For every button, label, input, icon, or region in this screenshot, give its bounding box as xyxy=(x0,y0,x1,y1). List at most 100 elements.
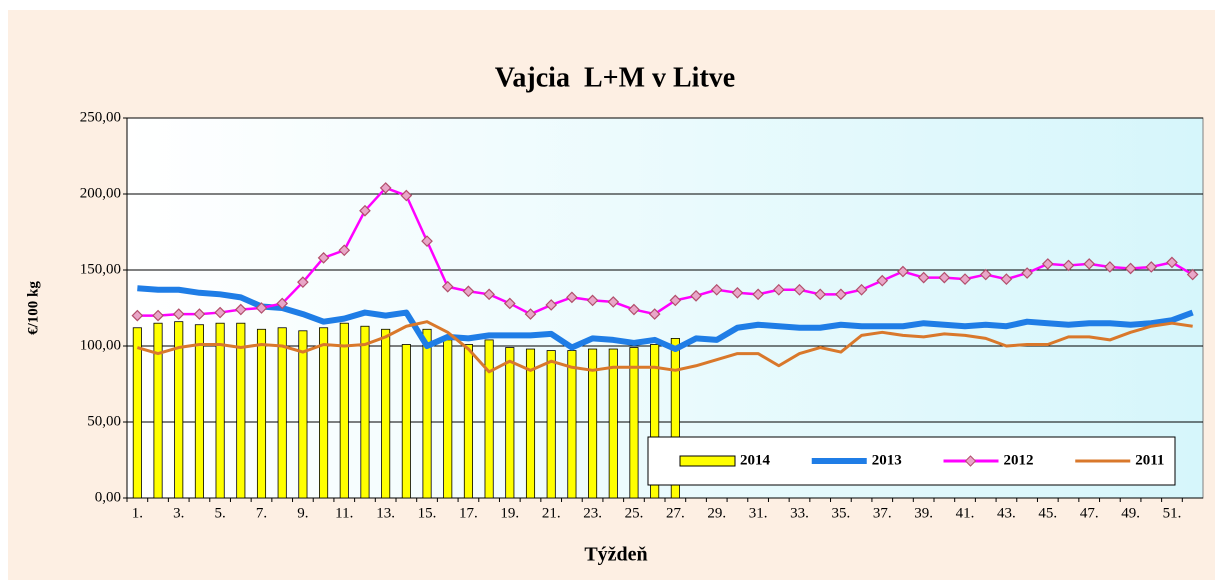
legend-label: 2014 xyxy=(740,452,771,468)
marker xyxy=(503,297,516,310)
x-tick-label: 29. xyxy=(707,505,726,521)
line-2011 xyxy=(136,320,1193,374)
x-tick-label: 13. xyxy=(376,505,395,521)
y-tick-label: 250,00 xyxy=(80,109,121,125)
marker xyxy=(172,308,185,320)
x-tick-label: 15. xyxy=(418,505,437,521)
bar xyxy=(525,348,536,499)
marker xyxy=(731,286,744,299)
legend-marker xyxy=(964,455,977,467)
bar xyxy=(443,339,453,499)
x-tick-label: 41. xyxy=(956,505,975,521)
line-2012 xyxy=(137,186,1194,317)
x-tick-label: 19. xyxy=(500,505,519,521)
marker xyxy=(1041,258,1054,270)
line-2013 xyxy=(137,285,1194,353)
bar xyxy=(339,322,349,499)
x-tick-label: 37. xyxy=(873,505,892,521)
marker xyxy=(628,303,640,316)
marker xyxy=(979,268,992,281)
marker xyxy=(1021,267,1033,279)
marker xyxy=(897,265,909,278)
marker xyxy=(669,294,682,307)
marker xyxy=(648,308,661,320)
y-tick-label: 50,00 xyxy=(87,413,121,429)
x-tick-label: 33. xyxy=(790,505,809,521)
marker xyxy=(917,271,930,284)
marker xyxy=(938,271,951,284)
chart-title: Vajcia L+M v Litve xyxy=(495,62,735,93)
marker xyxy=(1186,268,1199,281)
bar xyxy=(277,327,287,499)
x-tick-label: 25. xyxy=(625,505,644,521)
marker xyxy=(959,273,971,285)
marker xyxy=(214,306,226,319)
marker xyxy=(462,285,475,298)
y-axis-label: €/100 kg xyxy=(25,281,41,335)
bar xyxy=(546,350,556,499)
x-tick-label: 3. xyxy=(173,505,184,521)
bar xyxy=(463,344,473,499)
bar xyxy=(670,337,680,499)
marker xyxy=(297,276,309,289)
x-tick-label: 43. xyxy=(997,505,1016,521)
marker xyxy=(131,309,144,322)
marker xyxy=(421,235,433,247)
marker xyxy=(400,189,413,202)
bar xyxy=(298,330,308,499)
legend-label: 2013 xyxy=(872,452,902,468)
bar xyxy=(236,322,246,499)
bar xyxy=(381,328,391,499)
bar xyxy=(567,350,577,499)
marker xyxy=(772,283,785,296)
x-tick-label: 35. xyxy=(832,505,851,521)
bar xyxy=(153,322,163,499)
marker xyxy=(814,288,827,301)
marker xyxy=(1000,273,1013,285)
marker xyxy=(338,244,351,257)
bar xyxy=(194,324,204,499)
marker xyxy=(359,204,371,217)
marker xyxy=(152,309,164,322)
x-axis-label: Týždeň xyxy=(584,544,647,566)
marker xyxy=(793,283,806,296)
y-tick-label: 150,00 xyxy=(80,261,121,277)
x-tick-label: 9. xyxy=(297,505,308,521)
marker xyxy=(193,308,206,320)
y-tick-label: 100,00 xyxy=(80,337,121,353)
x-tick-label: 11. xyxy=(335,505,353,521)
marker xyxy=(607,296,620,308)
marker xyxy=(1104,261,1116,273)
x-tick-label: 17. xyxy=(459,505,478,521)
x-tick-label: 39. xyxy=(914,505,933,521)
bar xyxy=(319,327,329,499)
x-tick-label: 27. xyxy=(666,505,685,521)
bar xyxy=(588,348,598,499)
x-tick-label: 45. xyxy=(1038,505,1057,521)
marker xyxy=(566,291,578,304)
legend-label: 2011 xyxy=(1135,452,1164,468)
bar xyxy=(215,322,225,499)
marker xyxy=(545,299,558,311)
bar xyxy=(132,327,142,499)
x-tick-label: 1. xyxy=(132,505,143,521)
marker xyxy=(855,283,868,296)
bar xyxy=(256,328,267,499)
x-tick-label: 47. xyxy=(1080,505,1099,521)
marker xyxy=(524,308,537,320)
bar xyxy=(422,328,432,499)
marker xyxy=(1145,261,1158,273)
legend-label: 2012 xyxy=(1004,452,1034,468)
marker xyxy=(317,251,330,264)
marker xyxy=(710,283,723,296)
legend-swatch xyxy=(679,455,736,467)
bar xyxy=(650,344,660,499)
marker xyxy=(1083,258,1096,270)
marker xyxy=(586,294,599,307)
marker xyxy=(379,182,392,194)
bar xyxy=(505,347,515,499)
marker xyxy=(483,288,495,301)
bar xyxy=(629,347,639,499)
x-tick-label: 49. xyxy=(1121,505,1140,521)
